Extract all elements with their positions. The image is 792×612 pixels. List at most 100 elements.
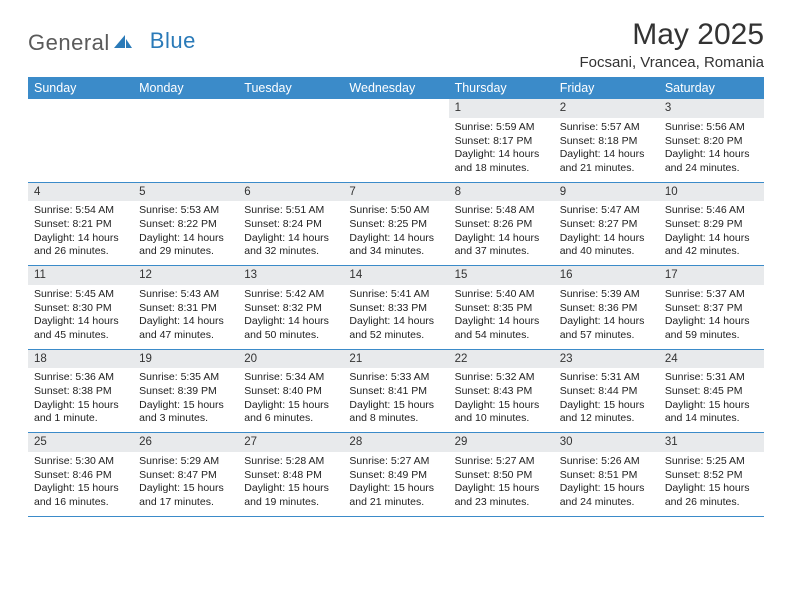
title-block: May 2025 Focsani, Vrancea, Romania <box>579 18 764 71</box>
day-line: Sunset: 8:43 PM <box>455 385 548 399</box>
calendar-cell: 17Sunrise: 5:37 AMSunset: 8:37 PMDayligh… <box>659 266 764 350</box>
day-line: Daylight: 14 hours <box>455 148 548 162</box>
day-line: and 32 minutes. <box>244 245 337 259</box>
day-line: Sunset: 8:24 PM <box>244 218 337 232</box>
calendar-cell: 28Sunrise: 5:27 AMSunset: 8:49 PMDayligh… <box>343 433 448 517</box>
day-line: Sunrise: 5:54 AM <box>34 204 127 218</box>
day-body: Sunrise: 5:28 AMSunset: 8:48 PMDaylight:… <box>238 452 343 516</box>
day-line: Sunset: 8:38 PM <box>34 385 127 399</box>
day-line: Daylight: 14 hours <box>244 315 337 329</box>
day-line: Daylight: 15 hours <box>244 482 337 496</box>
day-line: Sunset: 8:50 PM <box>455 469 548 483</box>
day-body: Sunrise: 5:27 AMSunset: 8:50 PMDaylight:… <box>449 452 554 516</box>
day-line: Daylight: 15 hours <box>244 399 337 413</box>
day-number: 17 <box>659 266 764 285</box>
day-line: Daylight: 15 hours <box>560 482 653 496</box>
header: General Blue May 2025 Focsani, Vrancea, … <box>28 18 764 71</box>
day-number: 27 <box>238 433 343 452</box>
day-line: and 12 minutes. <box>560 412 653 426</box>
calendar-cell: 3Sunrise: 5:56 AMSunset: 8:20 PMDaylight… <box>659 99 764 182</box>
day-body: Sunrise: 5:39 AMSunset: 8:36 PMDaylight:… <box>554 285 659 349</box>
day-number: 16 <box>554 266 659 285</box>
calendar-header-row: SundayMondayTuesdayWednesdayThursdayFrid… <box>28 77 764 99</box>
calendar-cell: 30Sunrise: 5:26 AMSunset: 8:51 PMDayligh… <box>554 433 659 517</box>
logo-text-gray: General <box>28 30 110 56</box>
day-line: Sunset: 8:51 PM <box>560 469 653 483</box>
day-line: Daylight: 14 hours <box>34 232 127 246</box>
day-body: Sunrise: 5:36 AMSunset: 8:38 PMDaylight:… <box>28 368 133 432</box>
day-number: 4 <box>28 183 133 202</box>
day-line: Sunset: 8:37 PM <box>665 302 758 316</box>
day-line: Daylight: 14 hours <box>560 315 653 329</box>
day-line: Sunrise: 5:51 AM <box>244 204 337 218</box>
logo-sail-icon <box>114 33 132 54</box>
day-body: Sunrise: 5:29 AMSunset: 8:47 PMDaylight:… <box>133 452 238 516</box>
day-line: Daylight: 15 hours <box>349 482 442 496</box>
day-line: Daylight: 14 hours <box>455 232 548 246</box>
day-line: Sunset: 8:31 PM <box>139 302 232 316</box>
day-line: Sunrise: 5:48 AM <box>455 204 548 218</box>
day-number: 2 <box>554 99 659 118</box>
calendar-cell: 9Sunrise: 5:47 AMSunset: 8:27 PMDaylight… <box>554 182 659 266</box>
calendar-cell: 23Sunrise: 5:31 AMSunset: 8:44 PMDayligh… <box>554 349 659 433</box>
day-header: Wednesday <box>343 77 448 99</box>
calendar-cell: 8Sunrise: 5:48 AMSunset: 8:26 PMDaylight… <box>449 182 554 266</box>
day-body: Sunrise: 5:54 AMSunset: 8:21 PMDaylight:… <box>28 201 133 265</box>
day-header: Tuesday <box>238 77 343 99</box>
calendar-week: 18Sunrise: 5:36 AMSunset: 8:38 PMDayligh… <box>28 349 764 433</box>
day-body: Sunrise: 5:37 AMSunset: 8:37 PMDaylight:… <box>659 285 764 349</box>
day-line: Sunset: 8:40 PM <box>244 385 337 399</box>
day-line: and 17 minutes. <box>139 496 232 510</box>
calendar-cell: 1Sunrise: 5:59 AMSunset: 8:17 PMDaylight… <box>449 99 554 182</box>
day-number: 6 <box>238 183 343 202</box>
day-number: 30 <box>554 433 659 452</box>
day-line: Daylight: 15 hours <box>34 399 127 413</box>
day-number: 11 <box>28 266 133 285</box>
day-line: and 50 minutes. <box>244 329 337 343</box>
calendar-week: 4Sunrise: 5:54 AMSunset: 8:21 PMDaylight… <box>28 182 764 266</box>
day-number <box>343 99 448 118</box>
calendar-cell: 15Sunrise: 5:40 AMSunset: 8:35 PMDayligh… <box>449 266 554 350</box>
day-line: Daylight: 15 hours <box>139 482 232 496</box>
day-body: Sunrise: 5:40 AMSunset: 8:35 PMDaylight:… <box>449 285 554 349</box>
day-line: Sunset: 8:48 PM <box>244 469 337 483</box>
day-line: and 45 minutes. <box>34 329 127 343</box>
day-line: and 29 minutes. <box>139 245 232 259</box>
day-number: 22 <box>449 350 554 369</box>
day-line: Sunrise: 5:56 AM <box>665 121 758 135</box>
day-line: and 23 minutes. <box>455 496 548 510</box>
day-line: Sunset: 8:26 PM <box>455 218 548 232</box>
day-number: 19 <box>133 350 238 369</box>
day-number: 23 <box>554 350 659 369</box>
day-line: Sunrise: 5:34 AM <box>244 371 337 385</box>
day-line: and 10 minutes. <box>455 412 548 426</box>
day-line: Daylight: 14 hours <box>34 315 127 329</box>
day-number: 14 <box>343 266 448 285</box>
day-body: Sunrise: 5:31 AMSunset: 8:44 PMDaylight:… <box>554 368 659 432</box>
day-line: and 21 minutes. <box>349 496 442 510</box>
day-header: Thursday <box>449 77 554 99</box>
day-line: and 42 minutes. <box>665 245 758 259</box>
calendar-cell: 13Sunrise: 5:42 AMSunset: 8:32 PMDayligh… <box>238 266 343 350</box>
day-body: Sunrise: 5:27 AMSunset: 8:49 PMDaylight:… <box>343 452 448 516</box>
day-line: and 6 minutes. <box>244 412 337 426</box>
day-body: Sunrise: 5:51 AMSunset: 8:24 PMDaylight:… <box>238 201 343 265</box>
day-line: Sunset: 8:41 PM <box>349 385 442 399</box>
day-line: Sunrise: 5:41 AM <box>349 288 442 302</box>
day-line: Daylight: 15 hours <box>455 399 548 413</box>
day-line: Sunset: 8:33 PM <box>349 302 442 316</box>
day-line: and 26 minutes. <box>665 496 758 510</box>
day-line: Sunset: 8:21 PM <box>34 218 127 232</box>
day-line: Sunrise: 5:31 AM <box>665 371 758 385</box>
day-line: Sunrise: 5:32 AM <box>455 371 548 385</box>
day-line: and 8 minutes. <box>349 412 442 426</box>
calendar-week: 11Sunrise: 5:45 AMSunset: 8:30 PMDayligh… <box>28 266 764 350</box>
calendar-cell: 18Sunrise: 5:36 AMSunset: 8:38 PMDayligh… <box>28 349 133 433</box>
day-line: and 14 minutes. <box>665 412 758 426</box>
day-line: Daylight: 15 hours <box>34 482 127 496</box>
day-number: 13 <box>238 266 343 285</box>
calendar-body: 1Sunrise: 5:59 AMSunset: 8:17 PMDaylight… <box>28 99 764 516</box>
day-line: and 1 minute. <box>34 412 127 426</box>
day-line: Sunset: 8:47 PM <box>139 469 232 483</box>
day-line: Sunrise: 5:59 AM <box>455 121 548 135</box>
